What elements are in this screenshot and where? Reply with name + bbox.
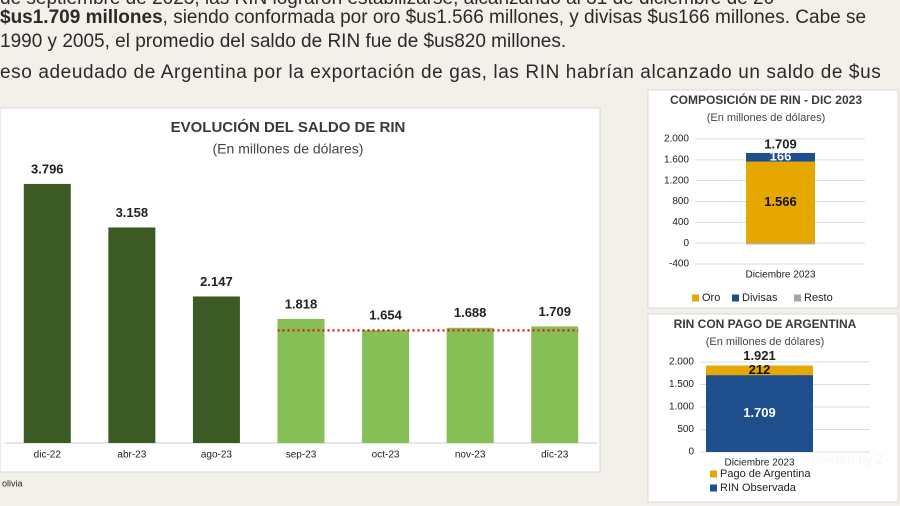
legend-swatch bbox=[794, 294, 801, 302]
chart-title: RIN CON PAGO DE ARGENTINA bbox=[674, 317, 857, 331]
y-tick-label: 2.000 bbox=[664, 134, 689, 145]
value-label: 166 bbox=[770, 149, 792, 164]
legend-label: Oro bbox=[702, 292, 720, 304]
text-line: eso adeudado de Argentina por la exporta… bbox=[0, 62, 882, 83]
y-tick-label: 400 bbox=[672, 217, 689, 228]
x-tick-label: nov-23 bbox=[455, 450, 486, 461]
legend-swatch bbox=[710, 484, 717, 492]
watermark: owered by Z bbox=[812, 451, 884, 466]
value-label: 1.818 bbox=[285, 296, 318, 311]
legend-label: Pago de Argentina bbox=[720, 468, 811, 480]
value-label: 212 bbox=[749, 362, 771, 377]
value-label: 3.796 bbox=[31, 161, 64, 176]
legend-label: RIN Observada bbox=[720, 482, 797, 494]
y-tick-label: -400 bbox=[669, 259, 689, 270]
x-tick-label: abr-23 bbox=[117, 450, 146, 461]
x-tick-label: Diciembre 2023 bbox=[724, 458, 794, 469]
chart-subtitle: (En millones de dólares) bbox=[706, 336, 825, 348]
value-label: 1.688 bbox=[454, 305, 487, 320]
bar bbox=[531, 326, 579, 443]
legend-swatch bbox=[692, 294, 699, 302]
chart-subtitle: (En millones de dólares) bbox=[213, 141, 364, 157]
chart-title: COMPOSICIÓN DE RIN - DIC 2023 bbox=[670, 92, 862, 107]
y-tick-label: 1.500 bbox=[669, 379, 694, 390]
y-tick-label: 0 bbox=[688, 447, 694, 458]
value-label: 2.147 bbox=[200, 274, 233, 289]
y-tick-label: 0 bbox=[683, 238, 689, 249]
bar bbox=[23, 183, 71, 443]
x-tick-label: ago-23 bbox=[201, 450, 233, 461]
text-line: 1990 y 2005, el promedio del saldo de RI… bbox=[0, 31, 567, 52]
bar-segment bbox=[746, 243, 815, 245]
y-tick-label: 1.600 bbox=[664, 154, 689, 165]
legend-label: Resto bbox=[804, 292, 833, 304]
x-tick-label: dic-23 bbox=[541, 450, 569, 461]
text-line: $us1.709 millones, siendo conformada por… bbox=[0, 7, 866, 29]
bar-segment bbox=[706, 365, 813, 376]
bar bbox=[192, 296, 240, 443]
y-tick-label: 1.200 bbox=[664, 175, 689, 186]
value-label: 1.709 bbox=[743, 405, 776, 420]
x-tick-label: oct-23 bbox=[372, 450, 400, 461]
value-label: 3.158 bbox=[116, 205, 149, 220]
y-tick-label: 800 bbox=[672, 196, 689, 207]
source: olivia bbox=[2, 478, 23, 488]
value-label: 1.654 bbox=[369, 308, 402, 323]
text-line: de septiembre de 2023, las RIN lograron … bbox=[0, 0, 774, 10]
total-label: 1.921 bbox=[743, 348, 776, 363]
bar bbox=[108, 227, 156, 443]
total-label: 1.709 bbox=[764, 137, 797, 152]
bar bbox=[277, 318, 325, 443]
bar-segment bbox=[746, 152, 815, 162]
x-tick-label: sep-23 bbox=[286, 450, 317, 461]
bar-segment bbox=[746, 161, 815, 244]
x-tick-label: dic-22 bbox=[34, 450, 62, 461]
bar-segment bbox=[706, 375, 813, 452]
y-tick-label: 1.000 bbox=[669, 402, 694, 413]
value-label: 1.566 bbox=[764, 194, 797, 209]
y-tick-label: 500 bbox=[677, 424, 694, 435]
chart-title: EVOLUCIÓN DEL SALDO DE RIN bbox=[171, 118, 406, 136]
x-tick-label: Diciembre 2023 bbox=[745, 270, 815, 281]
value-label: 1.709 bbox=[538, 304, 571, 319]
y-tick-label: 2.000 bbox=[669, 357, 694, 368]
legend-swatch bbox=[732, 294, 739, 302]
legend-label: Divisas bbox=[742, 292, 778, 304]
chart-subtitle: (En millones de dólares) bbox=[707, 112, 826, 124]
text: , siendo conformada por oro $us1.566 mil… bbox=[162, 7, 867, 28]
bar bbox=[362, 330, 410, 443]
text-bold: $us1.709 millones bbox=[0, 7, 163, 28]
legend-swatch bbox=[710, 470, 717, 478]
bar bbox=[446, 327, 494, 443]
